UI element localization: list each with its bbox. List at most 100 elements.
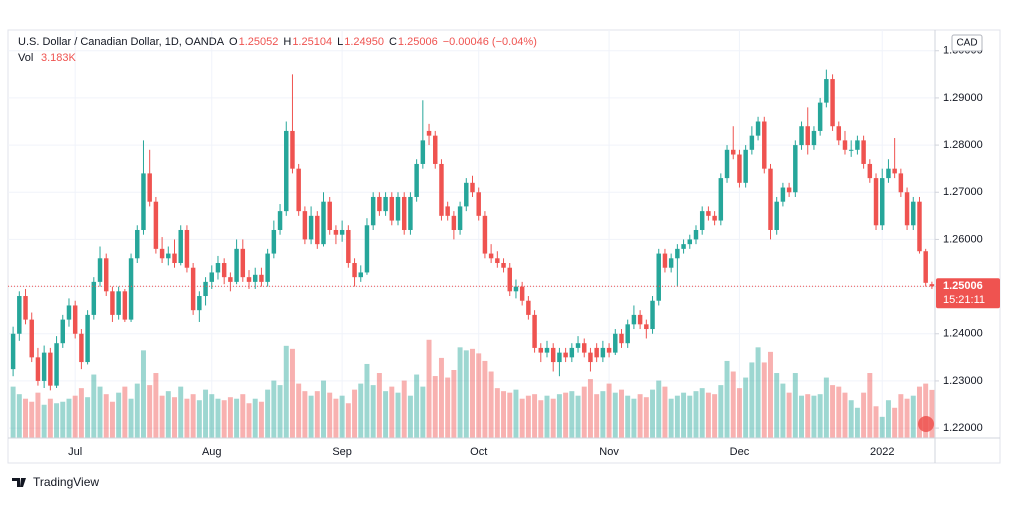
candle-body — [228, 277, 233, 282]
volume-bar — [786, 392, 792, 438]
volume-bar — [240, 394, 246, 438]
volume-bar — [755, 347, 761, 438]
candle-body — [352, 263, 357, 278]
volume-bar — [389, 386, 395, 438]
volume-bar — [209, 394, 215, 438]
candle-body — [383, 196, 388, 212]
volume-bar — [352, 389, 358, 438]
candle-body — [252, 274, 258, 282]
volume-bar — [277, 385, 283, 438]
ohlc-value: 1.24950 — [344, 36, 384, 48]
volume-bar — [631, 398, 637, 438]
volume-bar — [792, 373, 798, 438]
candle-body — [836, 126, 842, 141]
candle-body — [892, 168, 897, 174]
candle-body — [296, 168, 301, 212]
volume-bar — [420, 386, 426, 438]
volume-bar — [153, 373, 159, 438]
volume-bar — [85, 397, 91, 438]
volume-bar — [861, 392, 867, 438]
volume-bar — [600, 391, 606, 438]
volume-bar — [78, 388, 84, 438]
volume-bar — [414, 374, 420, 438]
brand-icon[interactable] — [12, 478, 26, 487]
volume-bar — [172, 397, 177, 438]
volume-bar — [811, 395, 817, 438]
brand-name[interactable]: TradingView — [33, 475, 99, 489]
volume-bar — [805, 394, 811, 438]
volume-bar — [532, 394, 538, 438]
currency-badge[interactable] — [951, 34, 983, 52]
volume-bar — [879, 416, 885, 438]
candle-body — [414, 163, 419, 197]
volume-bar — [929, 389, 935, 438]
candle-body — [762, 121, 767, 169]
volume-bar — [612, 392, 618, 438]
candle-body — [488, 253, 494, 259]
volume-bar — [128, 398, 134, 438]
brand-logo[interactable]: TradingView — [12, 475, 99, 489]
volume-bar — [606, 383, 612, 438]
volume-bar — [314, 391, 320, 438]
candle-body — [116, 291, 121, 315]
volume-bar — [109, 401, 115, 438]
candle-body — [532, 314, 537, 348]
candle-body — [122, 291, 128, 320]
candle-body — [805, 126, 810, 146]
candle-body — [706, 211, 711, 216]
volume-bar — [718, 385, 724, 438]
candle-body — [476, 192, 481, 216]
candle-body — [290, 130, 295, 169]
candle-body — [85, 314, 90, 363]
volume-bar — [271, 380, 277, 438]
candle-body — [72, 305, 78, 334]
volume-bar — [556, 394, 562, 438]
candle-body — [718, 178, 724, 221]
volume-bar — [333, 398, 339, 438]
x-tick-label: Sep — [332, 446, 352, 458]
x-tick-label: Jul — [68, 446, 82, 458]
candle-body — [817, 102, 823, 131]
candle-body — [451, 215, 457, 230]
volume-bar — [898, 394, 904, 438]
candle-body — [401, 196, 407, 230]
candle-body — [66, 305, 72, 320]
candle-body — [103, 258, 109, 292]
last-price-label: 1.25006 — [943, 280, 983, 292]
volume-bar — [736, 388, 742, 438]
volume-bar — [463, 350, 469, 438]
candle-body — [687, 239, 693, 245]
volume-bar — [848, 400, 854, 438]
volume-bar — [60, 401, 66, 438]
volume-bar — [345, 403, 351, 438]
candle-body — [569, 347, 575, 358]
candle-body — [377, 196, 382, 212]
candle-body — [234, 248, 239, 282]
candle-body — [749, 135, 755, 150]
candle-body — [737, 154, 742, 183]
candle-body — [221, 263, 227, 278]
volume-bar — [321, 380, 326, 438]
currency-label[interactable]: CAD — [956, 38, 977, 49]
candle-body — [842, 140, 848, 150]
volume-bar — [817, 394, 823, 438]
volume-bar — [904, 398, 910, 438]
candle-body — [644, 324, 649, 330]
volume-bar — [29, 401, 35, 438]
candle-layer — [8, 69, 935, 391]
volume-bar — [761, 362, 767, 438]
candle-body — [526, 300, 531, 315]
candle-body — [929, 284, 935, 287]
candle-body — [197, 296, 202, 311]
volume-bar — [836, 386, 842, 438]
candle-body — [824, 79, 829, 103]
ohlc-value: 1.25006 — [398, 36, 438, 48]
volume-bar — [625, 395, 631, 438]
volume-bar — [72, 395, 78, 438]
candle-body — [420, 140, 426, 164]
candle-body — [675, 248, 680, 259]
candle-body — [433, 135, 438, 164]
volume-bar — [66, 398, 72, 438]
candle-body — [693, 229, 699, 240]
volume-bar — [892, 407, 898, 438]
